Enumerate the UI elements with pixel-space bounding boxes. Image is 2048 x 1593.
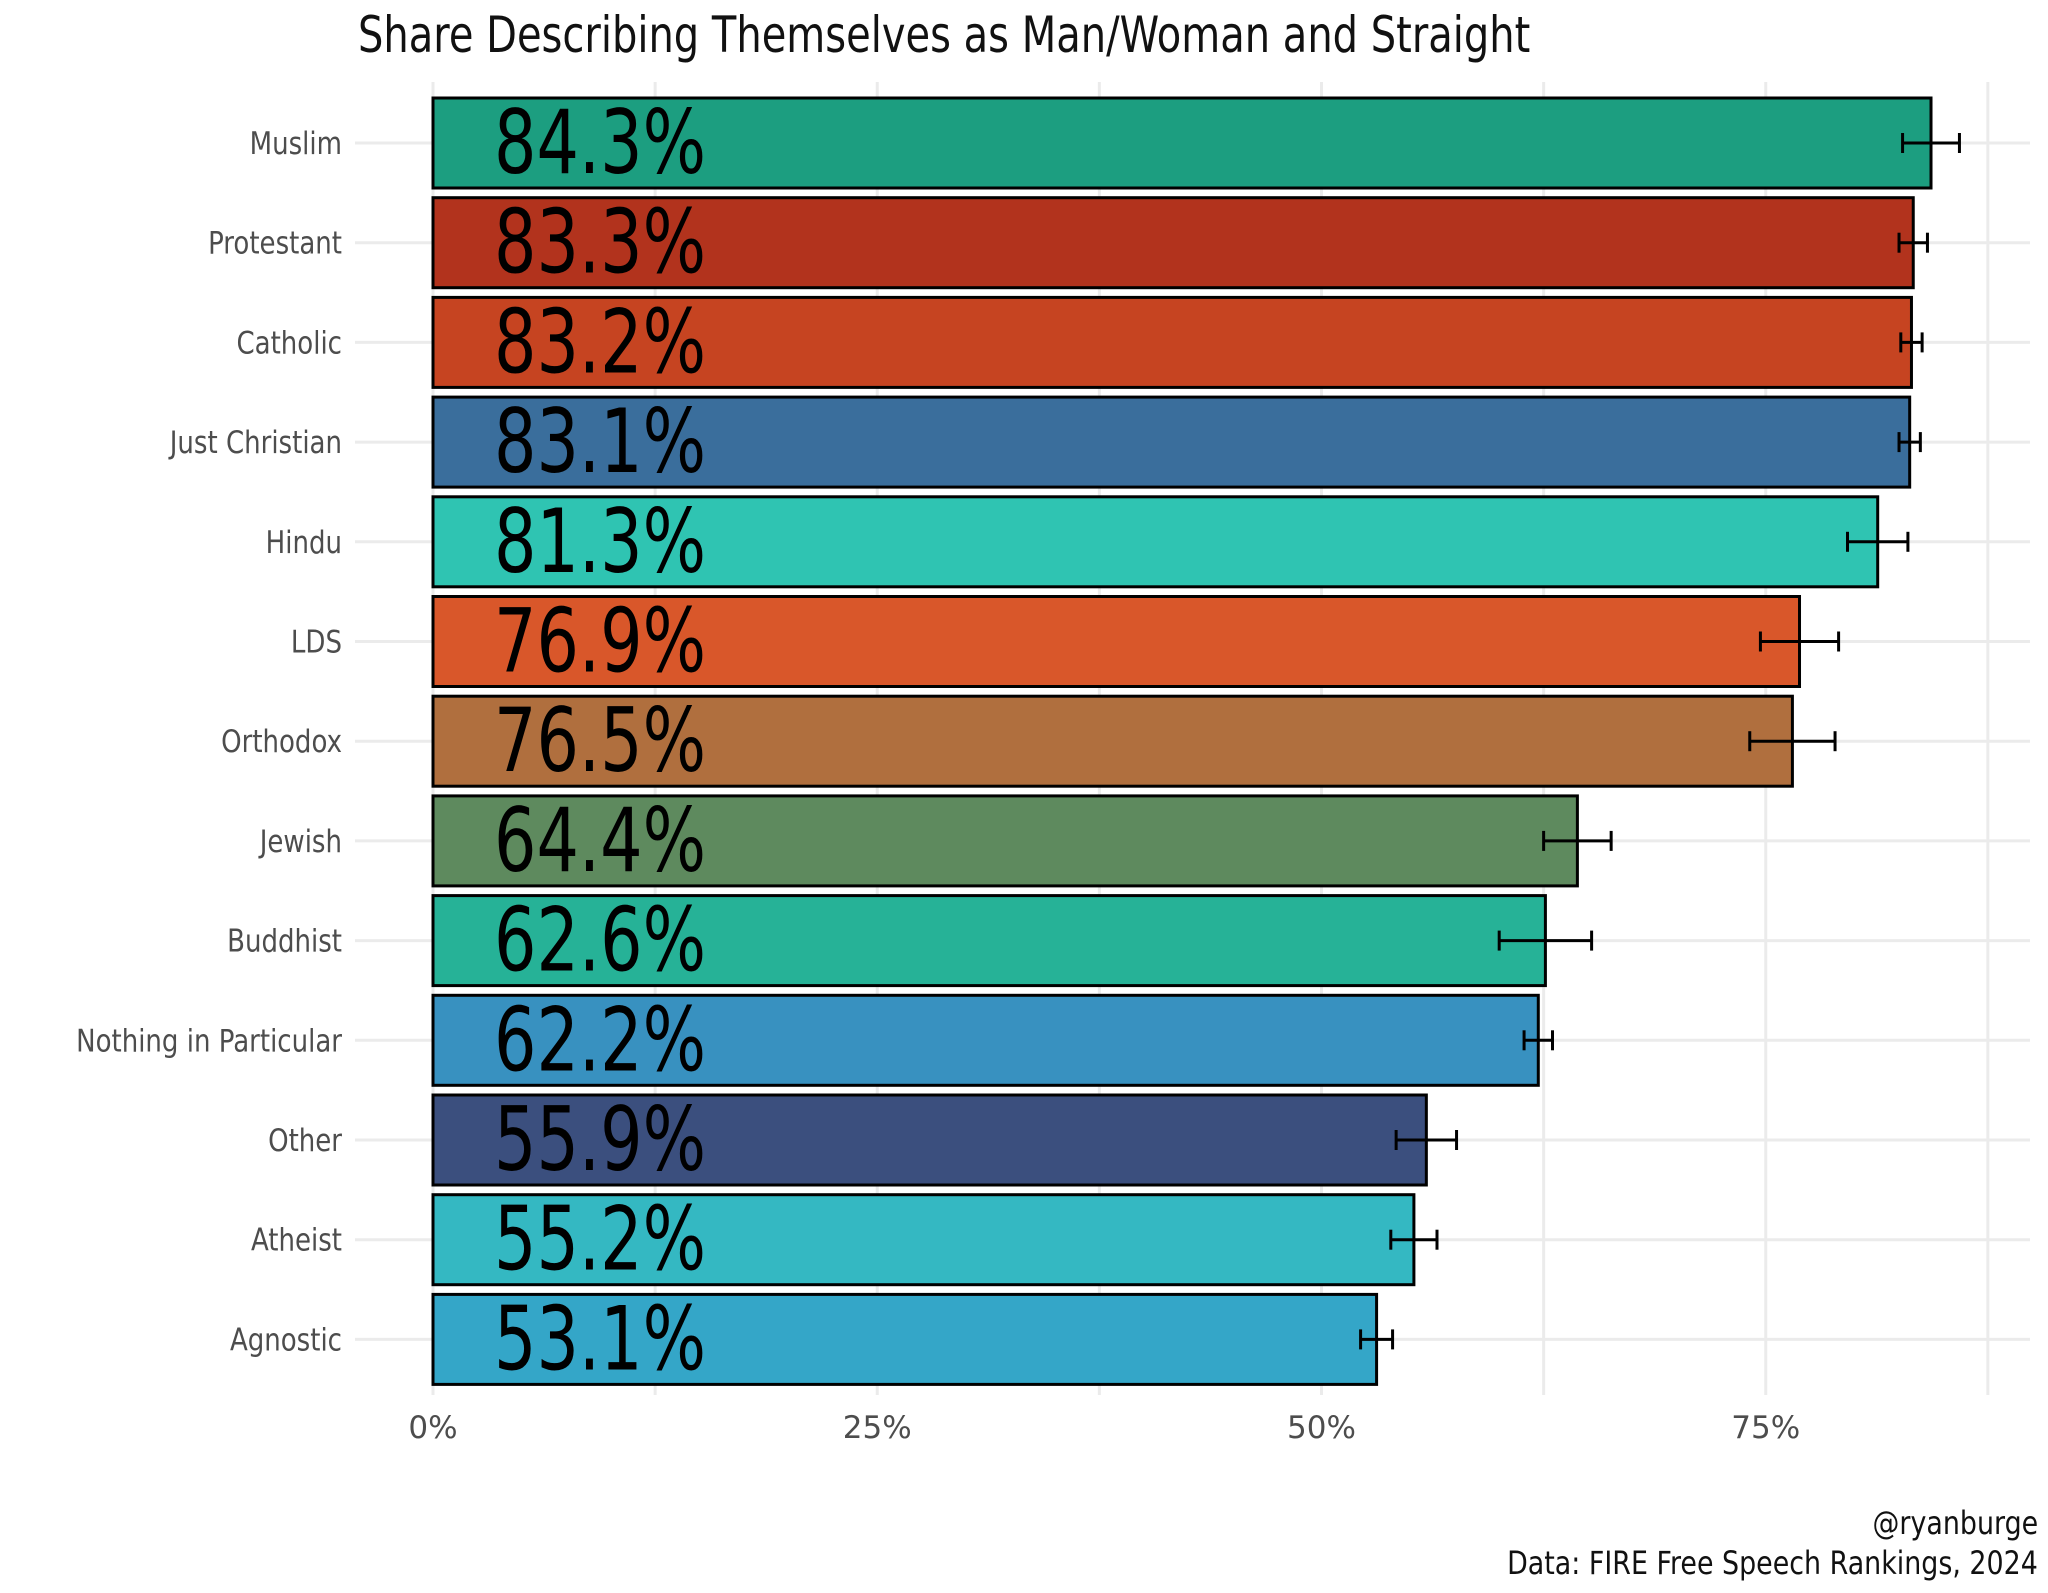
value-label: 76.9% — [494, 590, 706, 693]
category-label: Muslim — [250, 125, 342, 162]
bar — [431, 993, 1540, 1087]
value-label: 76.5% — [494, 689, 706, 792]
bar — [431, 295, 1913, 389]
value-label: 62.6% — [494, 889, 706, 992]
chart-title: Share Describing Themselves as Man/Woman… — [358, 6, 1531, 64]
category-label: Agnostic — [230, 1321, 342, 1358]
value-label: 83.3% — [494, 191, 706, 294]
x-tick-label: 0% — [408, 1410, 457, 1446]
bar — [431, 1193, 1416, 1287]
bar — [431, 694, 1794, 788]
value-label: 84.3% — [494, 91, 706, 194]
caption-author: @ryanburge — [1872, 1504, 2038, 1542]
category-label: Hindu — [266, 524, 342, 561]
bar — [431, 1093, 1428, 1187]
value-label: 55.2% — [494, 1188, 706, 1291]
x-tick-label: 75% — [1731, 1410, 1800, 1446]
x-tick-label: 50% — [1287, 1410, 1356, 1446]
category-label: Just Christian — [168, 424, 342, 461]
bar — [431, 894, 1547, 988]
bar — [431, 395, 1912, 489]
value-label: 62.2% — [494, 988, 706, 1091]
category-label: Nothing in Particular — [76, 1022, 342, 1059]
bar — [431, 96, 1933, 190]
value-label: 53.1% — [494, 1287, 706, 1390]
caption-source: Data: FIRE Free Speech Rankings, 2024 — [1507, 1544, 2038, 1582]
x-tick-label: 25% — [843, 1410, 912, 1446]
category-label: Catholic — [236, 324, 342, 361]
value-labels: 84.3%83.3%83.2%83.1%81.3%76.9%76.5%64.4%… — [494, 91, 706, 1390]
bar — [431, 1292, 1379, 1386]
category-label: Buddhist — [227, 922, 342, 959]
bar — [431, 196, 1915, 290]
value-label: 83.1% — [494, 390, 706, 493]
value-label: 64.4% — [494, 789, 706, 892]
category-label: Atheist — [251, 1221, 342, 1258]
value-label: 83.2% — [494, 290, 706, 393]
bars — [431, 96, 1933, 1386]
category-label: Other — [268, 1122, 342, 1159]
category-labels: Muslim Protestant Catholic Just Christian Hi… — [76, 125, 342, 1358]
category-label: Protestant — [208, 224, 342, 261]
category-label: LDS — [291, 623, 342, 660]
value-label: 81.3% — [494, 490, 706, 593]
category-label: Orthodox — [221, 723, 342, 760]
bar — [431, 595, 1802, 688]
category-label: Jewish — [258, 823, 342, 860]
x-axis-tick-labels: 0% 25% 50% 75% — [408, 1410, 1800, 1446]
bar — [431, 794, 1579, 888]
value-label: 55.9% — [494, 1088, 706, 1191]
error-bars — [1359, 133, 1961, 1350]
